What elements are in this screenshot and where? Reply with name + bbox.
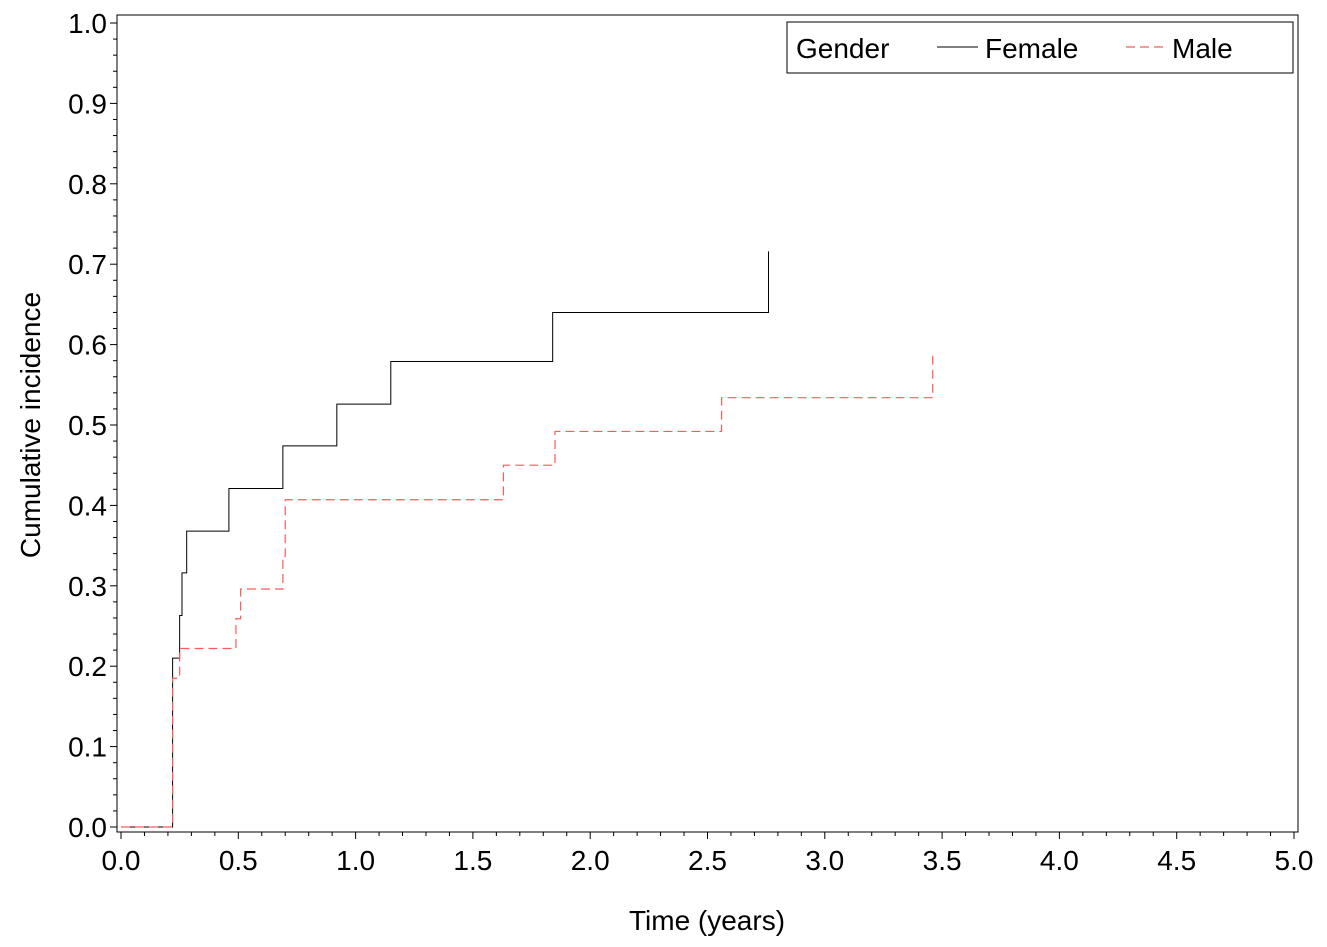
y-tick-label: 0.5: [68, 410, 107, 441]
x-tick-label: 1.5: [453, 845, 492, 876]
x-tick-label: 3.0: [805, 845, 844, 876]
series-line-male: [121, 352, 934, 828]
x-tick-label: 1.0: [336, 845, 375, 876]
x-tick-label: 0.5: [219, 845, 258, 876]
legend: Gender Female Male: [786, 21, 1294, 74]
y-tick-label: 0.9: [68, 88, 107, 119]
x-tick-label: 0.0: [102, 845, 141, 876]
legend-box: [786, 21, 1294, 74]
y-tick-label: 0.4: [68, 490, 107, 521]
y-axis-ticks: 0.0 0.1 0.2 0.3 0.4 0.5 0.6 0.7 0.8 0.9 1.0: [68, 8, 117, 843]
plot-frame: [116, 14, 1299, 833]
series-layer: [121, 251, 934, 828]
x-axis-title: Time (years): [629, 905, 785, 936]
x-axis-ticks: 0.0 0.5 1.0 1.5 2.0 2.5 3.0 3.5 4.0 4.5 5.0: [102, 832, 1314, 876]
legend-label-male: Male: [1172, 33, 1233, 64]
x-tick-label: 5.0: [1275, 845, 1314, 876]
x-tick-label: 2.5: [688, 845, 727, 876]
legend-title: Gender: [796, 33, 889, 64]
x-tick-label: 4.0: [1040, 845, 1079, 876]
y-tick-label: 0.2: [68, 651, 107, 682]
y-tick-label: 0.0: [68, 812, 107, 843]
y-tick-label: 1.0: [68, 8, 107, 39]
y-tick-label: 0.1: [68, 732, 107, 763]
x-tick-label: 2.0: [571, 845, 610, 876]
y-tick-label: 0.6: [68, 330, 107, 361]
y-tick-label: 0.3: [68, 571, 107, 602]
y-axis-title: Cumulative incidence: [15, 292, 46, 558]
y-tick-label: 0.7: [68, 249, 107, 280]
series-line-female: [121, 251, 769, 828]
x-tick-label: 3.5: [923, 845, 962, 876]
x-tick-label: 4.5: [1157, 845, 1196, 876]
y-tick-label: 0.8: [68, 169, 107, 200]
legend-label-female: Female: [985, 33, 1078, 64]
